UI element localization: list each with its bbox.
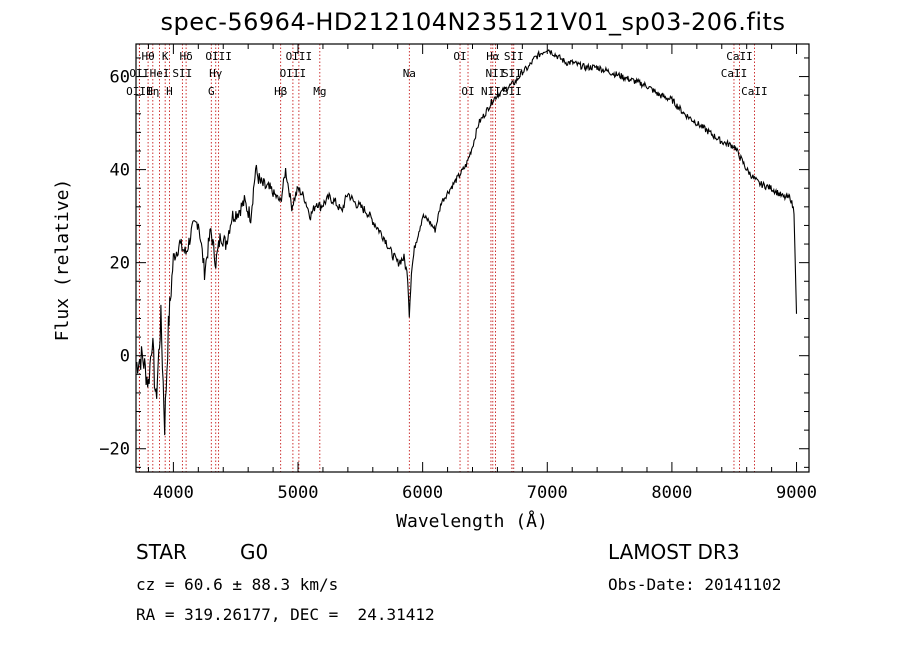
marker-label: G: [208, 85, 215, 98]
y-tick-label: 0: [120, 347, 130, 367]
marker-label: Hη: [146, 85, 159, 98]
object-class: STAR: [136, 540, 187, 564]
marker-label: Hγ: [209, 67, 223, 80]
marker-label: SII: [504, 50, 524, 63]
marker-label: SII: [172, 67, 192, 80]
marker-label: Mg: [313, 85, 326, 98]
spectrum-line: [135, 48, 798, 436]
marker-label: OIII: [286, 50, 313, 63]
x-tick-label: 7000: [527, 483, 568, 503]
x-tick-label: 9000: [776, 483, 817, 503]
y-axis-label: Flux (relative): [52, 179, 73, 342]
marker-label: Hδ: [179, 50, 192, 63]
emission-line-markers: [138, 44, 755, 472]
chart-title: spec-56964-HD212104N235121V01_sp03-206.f…: [160, 8, 786, 36]
y-tick-label: 20: [110, 254, 130, 274]
y-tick-label: −20: [99, 440, 130, 460]
marker-label: Hα: [486, 50, 500, 63]
marker-label: H: [166, 85, 173, 98]
marker-label: SII: [502, 85, 522, 98]
marker-label: NII: [485, 67, 505, 80]
marker-label: OI: [461, 85, 474, 98]
marker-label: OIII: [126, 85, 153, 98]
y-tick-label: 60: [110, 68, 130, 88]
x-axis-ticks: 4000 5000 6000 7000 8000 9000: [147, 44, 817, 503]
x-tick-label: 4000: [153, 483, 194, 503]
x-tick-label: 5000: [278, 483, 319, 503]
marker-label: OIII: [280, 67, 307, 80]
marker-label: Hθ: [141, 50, 154, 63]
marker-label: NII: [481, 85, 501, 98]
y-axis-ticks: −20 0 20 40 60: [99, 57, 809, 468]
marker-label: Hβ: [274, 85, 288, 98]
marker-label: Na: [403, 67, 416, 80]
marker-label: OI: [453, 50, 466, 63]
x-tick-label: 8000: [651, 483, 692, 503]
marker-label: CaII: [726, 50, 753, 63]
obs-date: Obs-Date: 20141102: [608, 575, 782, 594]
survey-label: LAMOST DR3: [608, 540, 740, 564]
marker-label: OII: [129, 67, 149, 80]
x-axis-label: Wavelength (Å): [396, 510, 548, 532]
marker-label: K: [162, 50, 169, 63]
x-tick-label: 6000: [402, 483, 443, 503]
y-tick-label: 40: [110, 161, 130, 181]
marker-label: CaII: [721, 67, 748, 80]
object-subclass: G0: [240, 540, 269, 564]
marker-label: OIII: [205, 50, 232, 63]
marker-label: CaII: [741, 85, 768, 98]
marker-label: HeI: [150, 67, 170, 80]
redshift-text: cz = 60.6 ± 88.3 km/s: [136, 575, 339, 594]
coordinates-text: RA = 319.26177, DEC = 24.31412: [136, 605, 435, 624]
plot-frame: [135, 43, 810, 473]
